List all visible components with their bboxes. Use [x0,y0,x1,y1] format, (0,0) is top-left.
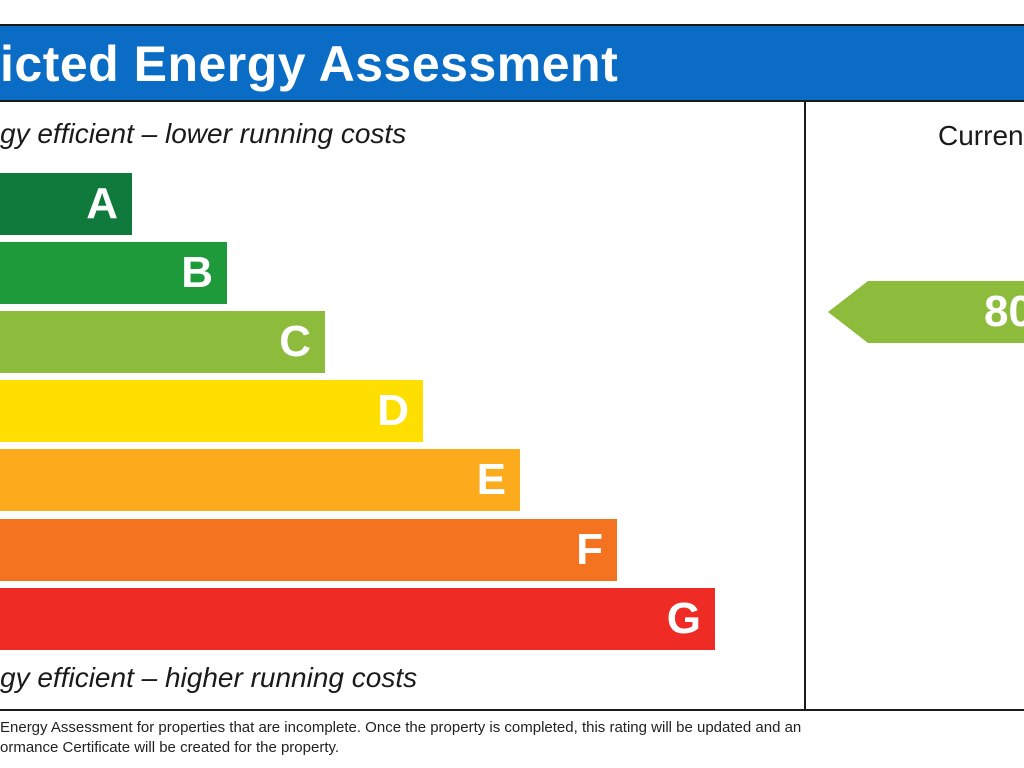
rating-band-e: E [0,449,520,511]
divider [0,709,1024,711]
rating-band-g: G [0,588,715,650]
rating-band-a: A [0,173,132,235]
footnote: Energy Assessment for properties that ar… [0,718,1024,758]
current-rating-arrow: 80 [828,281,1024,343]
rating-band-f: F [0,519,617,581]
page-title: icted Energy Assessment [0,36,619,92]
current-rating-panel [806,102,1024,710]
footnote-line-2: ormance Certificate will be created for … [0,739,340,756]
rating-band-c: C [0,311,325,373]
current-column-label: Curren [938,120,1024,151]
header-bar: icted Energy Assessment [0,24,1024,102]
efficient-caption: gy efficient – lower running costs [0,118,407,149]
rating-band-letter: B [181,248,213,297]
rating-band-letter: F [576,525,603,574]
rating-band-d: D [0,380,423,442]
current-rating-value: 80 [984,287,1024,336]
rating-band-letter: C [279,317,311,366]
rating-band-letter: G [666,594,701,643]
footnote-line-1: Energy Assessment for properties that ar… [0,719,802,736]
rating-chart-panel [0,102,806,710]
rating-band-b: B [0,242,227,304]
arrow-shape [828,281,1024,343]
rating-band-letter: A [86,179,118,228]
rating-band-letter: E [476,455,506,504]
rating-band-letter: D [377,386,409,435]
inefficient-caption: gy efficient – higher running costs [0,662,418,693]
